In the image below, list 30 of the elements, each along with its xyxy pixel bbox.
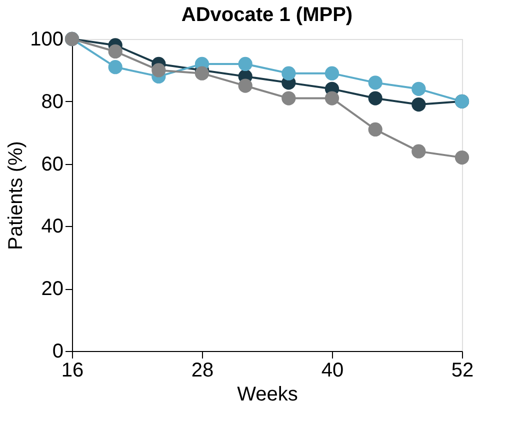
y-tick-label: 100 [30,28,64,50]
x-tick-label: 52 [451,360,474,382]
point [282,91,296,106]
point [368,122,382,137]
point [454,150,470,165]
y-tick-label: 20 [41,278,64,300]
point [238,78,252,93]
y-tick-label: 40 [41,216,64,238]
chart-title: ADvocate 1 (MPP) [181,4,353,26]
y-tick-label: 0 [52,340,64,362]
point [412,144,426,158]
point [368,91,382,106]
point [412,82,426,96]
x-axis-title: Weeks [237,384,298,406]
point [324,66,340,80]
point [324,91,340,106]
x-tick-label: 16 [61,360,84,382]
point [368,76,382,90]
point [412,97,426,112]
x-tick-label: 40 [321,360,344,382]
point [194,66,210,80]
point [108,44,122,59]
y-axis-title: Patients (%) [5,141,28,250]
point [238,56,252,72]
point [282,66,296,80]
y-tick-label: 80 [41,90,64,113]
x-tick-label: 28 [191,360,214,382]
y-tick-label: 60 [41,153,64,176]
point [108,60,122,74]
point [152,63,166,78]
